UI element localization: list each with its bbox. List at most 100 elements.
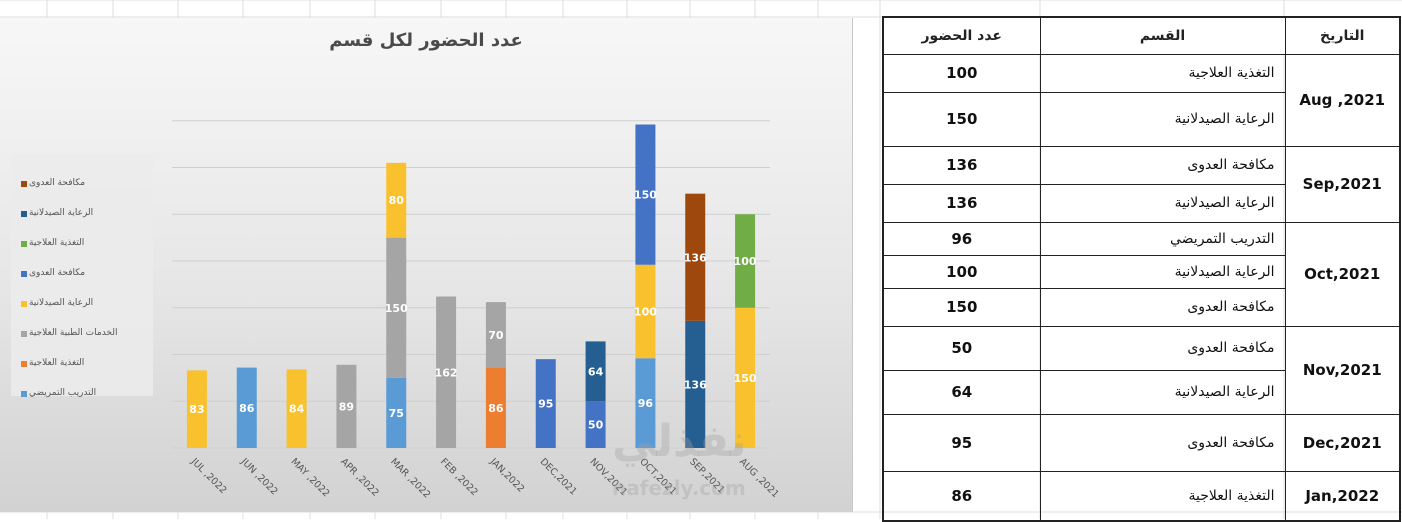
watermark-arabic: نفذلي: [612, 416, 747, 467]
chart-tick-label: MAY ,2022: [288, 456, 331, 499]
chart-data-label: 64: [588, 365, 604, 378]
legend-label: التغذية العلاجية: [29, 358, 85, 368]
legend-label: الخدمات الطبية العلاجية: [29, 328, 118, 338]
cell-count[interactable]: 100: [882, 53, 1041, 93]
legend-swatch: [21, 211, 27, 217]
legend-label: الرعاية الصيدلانية: [29, 298, 94, 308]
chart-data-label: 96: [638, 397, 654, 410]
chart-bar-segment[interactable]: [585, 401, 606, 448]
cell-count[interactable]: 136: [882, 145, 1041, 185]
cell-dept[interactable]: مكافحة العدوى: [1039, 325, 1286, 371]
cell-count[interactable]: 86: [882, 470, 1041, 522]
table-row: 100 التغذية العلاجية Aug ,2021: [882, 53, 1401, 147]
header-count[interactable]: عدد الحضور: [882, 16, 1041, 55]
header-dept[interactable]: القسم: [1039, 16, 1286, 55]
cell-dept[interactable]: الرعاية الصيدلانية: [1039, 183, 1286, 223]
chart-tick-label: JUN ,2022: [238, 456, 280, 498]
cell-dept[interactable]: مكافحة العدوى: [1039, 413, 1286, 472]
watermark-latin: nafezly.com: [612, 476, 746, 500]
chart-bar-segment[interactable]: [186, 370, 207, 448]
chart-bar-segment[interactable]: [485, 367, 506, 448]
chart-bar-segment[interactable]: [485, 302, 506, 368]
chart-data-label: 70: [488, 329, 504, 342]
chart-bar-segment[interactable]: [635, 358, 656, 448]
chart-bar-segment[interactable]: [585, 341, 606, 402]
cell-dept[interactable]: التغذية العلاجية: [1039, 470, 1286, 522]
cell-count[interactable]: 150: [882, 91, 1041, 147]
chart-bar-segment[interactable]: [735, 214, 756, 308]
cell-dept[interactable]: التغذية العلاجية: [1039, 53, 1286, 93]
legend-label: التغذية العلاجية: [29, 238, 85, 248]
chart-tick-label: JUL ,2022: [188, 456, 228, 496]
chart-data-label: 162: [435, 366, 458, 379]
cell-date[interactable]: Sep,2021: [1284, 145, 1401, 223]
cell-count[interactable]: 96: [882, 221, 1041, 256]
legend-entry[interactable]: التدريب التمريضي: [21, 388, 97, 398]
chart-bar-segment[interactable]: [336, 364, 357, 448]
cell-dept[interactable]: الرعاية الصيدلانية: [1039, 369, 1286, 415]
cell-count[interactable]: 100: [882, 254, 1041, 289]
cell-date[interactable]: Nov,2021: [1284, 325, 1401, 415]
legend-entry[interactable]: الرعاية الصيدلانية: [21, 208, 93, 218]
chart-data-label: 150: [385, 302, 408, 315]
legend-entry[interactable]: الخدمات الطبية العلاجية: [21, 328, 118, 338]
cell-count[interactable]: 64: [882, 369, 1041, 415]
chart-data-label: 100: [734, 255, 757, 268]
header-date[interactable]: التاريخ: [1284, 16, 1401, 55]
cell-dept[interactable]: التدريب التمريضي: [1039, 221, 1286, 256]
cell-date[interactable]: Dec,2021: [1284, 413, 1401, 472]
legend-entry[interactable]: الرعاية الصيدلانية: [21, 298, 94, 308]
chart-title: عدد الحضور لكل قسم: [329, 30, 523, 51]
chart-tick-label: DEC,2021: [538, 456, 579, 497]
chart-bar-segment[interactable]: [535, 359, 556, 448]
legend-swatch: [21, 241, 27, 247]
chart-bar-segment[interactable]: [436, 296, 457, 448]
chart-tick-label: MAR ,2022: [388, 456, 432, 500]
legend-swatch: [21, 331, 27, 337]
cell-count[interactable]: 150: [882, 287, 1041, 327]
chart-data-label: 50: [588, 419, 604, 432]
table-row: 100 الرعاية الصيدلانية: [882, 254, 1400, 289]
cell-count[interactable]: 95: [882, 413, 1041, 472]
chart-bar-segment[interactable]: [386, 162, 407, 238]
chart-bar-segment[interactable]: [735, 307, 756, 448]
chart-bar-segment[interactable]: [236, 367, 257, 448]
chart-bar-segment[interactable]: [685, 193, 706, 321]
cell-date[interactable]: Aug ,2021: [1284, 53, 1401, 147]
chart-data-label: 75: [389, 407, 404, 420]
chart-tick-label: APR ,2022: [338, 456, 380, 498]
legend-entry[interactable]: مكافحة العدوى: [21, 178, 85, 188]
chart-bar-segment[interactable]: [386, 237, 407, 378]
legend-entry[interactable]: التغذية العلاجية: [21, 238, 85, 248]
chart-bar-segment[interactable]: [286, 369, 307, 448]
chart-plot: 83 JUL ,2022 86 JUN ,2022 84 MAY ,2022 89 APR ,…: [172, 120, 781, 501]
cell-dept[interactable]: الرعاية الصيدلانية: [1039, 91, 1286, 147]
table-row: 150 مكافحة العدوى: [882, 287, 1400, 327]
cell-date[interactable]: Oct,2021: [1284, 221, 1401, 327]
cell-count[interactable]: 50: [882, 325, 1041, 371]
chart-data-label: 100: [634, 305, 657, 318]
cell-date[interactable]: Jan,2022: [1284, 470, 1401, 522]
chart-bar-segment[interactable]: [635, 124, 656, 265]
chart-data-label: 89: [339, 400, 354, 413]
legend-label: مكافحة العدوى: [29, 268, 86, 278]
attendance-table: عدد الحضور القسم التاريخ 100 التغذية العل…: [882, 16, 1401, 522]
legend-entry[interactable]: التغذية العلاجية: [21, 358, 85, 368]
table-row: 96 التدريب التمريضي Oct,2021: [882, 221, 1401, 327]
chart-area[interactable]: عدد الحضور لكل قسم 83 JUL ,2022 86 JUN ,202…: [0, 18, 853, 512]
legend-entry[interactable]: مكافحة العدوى: [21, 268, 86, 278]
legend-swatch: [21, 181, 27, 187]
cell-dept[interactable]: مكافحة العدوى: [1039, 287, 1286, 327]
legend-swatch: [21, 301, 27, 307]
cell-dept[interactable]: الرعاية الصيدلانية: [1039, 254, 1286, 289]
table-row: 95 مكافحة العدوى Dec,2021: [882, 413, 1401, 472]
chart-bar-segment[interactable]: [635, 264, 656, 359]
chart-bar-segment[interactable]: [685, 320, 706, 448]
chart-data-label: 86: [239, 402, 255, 415]
cell-dept[interactable]: مكافحة العدوى: [1039, 145, 1286, 185]
table-row: 64 الرعاية الصيدلانية: [882, 369, 1400, 415]
chart-bar-segment[interactable]: [386, 377, 407, 448]
legend-swatch: [21, 391, 27, 397]
legend-label: التدريب التمريضي: [29, 388, 97, 398]
cell-count[interactable]: 136: [882, 183, 1041, 223]
